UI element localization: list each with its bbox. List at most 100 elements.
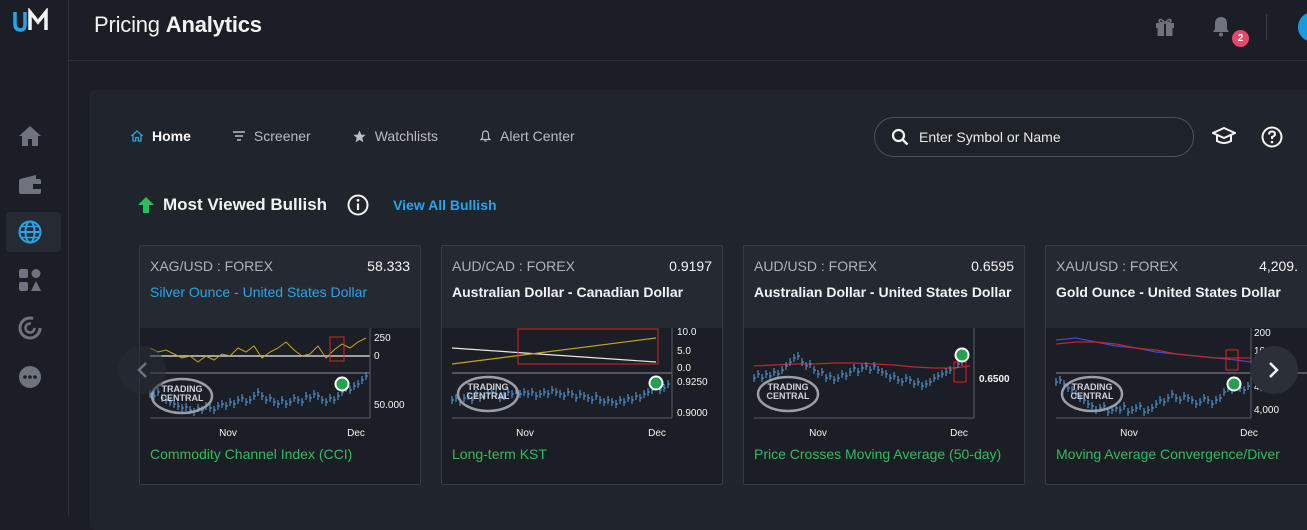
filter-icon bbox=[232, 131, 245, 141]
tab-bar: Home Screener Watchlists Alert Center bbox=[131, 128, 617, 144]
c-logo-icon[interactable] bbox=[14, 312, 46, 344]
card-signal[interactable]: Moving Average Convergence/Diver bbox=[1056, 446, 1280, 462]
signal-box bbox=[517, 328, 659, 365]
carousel-prev-button[interactable] bbox=[118, 346, 166, 394]
tick-label: 50.000 bbox=[374, 400, 405, 411]
search-placeholder: Enter Symbol or Name bbox=[919, 129, 1061, 145]
arrow-up-icon bbox=[138, 197, 154, 213]
tc-logo-text-2: CENTRAL bbox=[161, 393, 204, 403]
tc-logo-text-1: TRADING bbox=[162, 384, 203, 394]
title-light: Pricing bbox=[94, 12, 160, 37]
star-icon bbox=[353, 130, 366, 143]
card-header: XAU/USD : FOREX 4,209. Gold Ounce - Unite… bbox=[1046, 246, 1307, 328]
macd-signal-line bbox=[1055, 341, 1251, 359]
section-header: Most Viewed Bullish View All Bullish bbox=[137, 194, 497, 216]
tick-label: 5.0 bbox=[677, 346, 691, 357]
card-price: 0.9197 bbox=[669, 258, 712, 274]
card-asset-name[interactable]: Gold Ounce - United States Dollar bbox=[1056, 284, 1281, 300]
chevron-right-icon bbox=[1269, 362, 1279, 378]
more-icon[interactable] bbox=[14, 361, 46, 393]
card-asset-name[interactable]: Silver Ounce - United States Dollar bbox=[150, 284, 368, 300]
search-input[interactable]: Enter Symbol or Name bbox=[874, 117, 1194, 157]
signal-box bbox=[953, 361, 967, 383]
signal-box bbox=[1225, 349, 1239, 371]
card-asset-name[interactable]: Australian Dollar - Canadian Dollar bbox=[452, 284, 684, 300]
tc-logo-text-2: CENTRAL bbox=[467, 391, 510, 401]
tick-label: 0.0 bbox=[677, 363, 691, 374]
price-bars bbox=[149, 372, 368, 416]
top-bar: Pricing Analytics 2 bbox=[69, 0, 1307, 61]
tc-logo-ring bbox=[456, 375, 520, 413]
tick-label: 0 bbox=[374, 351, 380, 362]
card-signal[interactable]: Long-term KST bbox=[452, 446, 547, 462]
card-signal[interactable]: Commodity Channel Index (CCI) bbox=[150, 446, 353, 462]
asset-card[interactable]: AUD/CAD : FOREX 0.9197 Australian Dollar … bbox=[441, 245, 723, 485]
kst-signal-line bbox=[451, 337, 657, 365]
card-asset-name[interactable]: Australian Dollar - United States Dollar bbox=[754, 284, 1012, 300]
price-chart: TRADING CENTRAL 0.6500 Nov Dec bbox=[753, 328, 1010, 439]
month-label: Dec bbox=[347, 428, 365, 439]
tc-logo-ring bbox=[150, 377, 214, 415]
avatar[interactable] bbox=[1298, 12, 1307, 42]
wallet-icon[interactable] bbox=[14, 169, 46, 201]
month-label: Dec bbox=[648, 428, 666, 439]
chevron-left-icon bbox=[137, 362, 147, 378]
logo-icon[interactable] bbox=[12, 8, 56, 34]
sidebar bbox=[0, 0, 69, 516]
help-icon[interactable] bbox=[1261, 126, 1283, 148]
search-icon bbox=[891, 128, 909, 146]
tab-alert-center[interactable]: Alert Center bbox=[480, 128, 575, 144]
carousel-next-button[interactable] bbox=[1250, 346, 1298, 394]
signal-dot bbox=[956, 349, 968, 361]
title-bold: Analytics bbox=[165, 12, 262, 37]
tick-label: 250 bbox=[374, 333, 391, 344]
tab-alert-center-label: Alert Center bbox=[500, 128, 575, 144]
card-symbol: AUD/CAD : FOREX bbox=[452, 258, 575, 274]
info-icon[interactable] bbox=[347, 194, 369, 216]
asset-card[interactable]: XAG/USD : FOREX 58.333 Silver Ounce - Uni… bbox=[139, 245, 421, 485]
section-title: Most Viewed Bullish bbox=[163, 195, 328, 214]
card-symbol: XAU/USD : FOREX bbox=[1056, 258, 1179, 274]
price-chart: TRADING CENTRAL 10.0 5.0 0.0 0.9250 0.90… bbox=[451, 328, 708, 439]
macd-line bbox=[1055, 337, 1252, 363]
globe-icon[interactable] bbox=[14, 216, 46, 248]
tick-label: 0.9000 bbox=[677, 408, 708, 419]
card-symbol: AUD/USD : FOREX bbox=[754, 258, 877, 274]
card-header: AUD/CAD : FOREX 0.9197 Australian Dollar … bbox=[442, 246, 722, 328]
tick-label: 0.9250 bbox=[677, 377, 708, 388]
signal-box bbox=[329, 336, 345, 362]
kst-line bbox=[451, 347, 657, 363]
alert-bell-icon bbox=[480, 130, 491, 142]
month-label: Dec bbox=[950, 428, 968, 439]
asset-card[interactable]: XAU/USD : FOREX 4,209. Gold Ounce - Unite… bbox=[1045, 245, 1307, 485]
tab-screener[interactable]: Screener bbox=[232, 128, 311, 144]
home-small-icon bbox=[131, 130, 143, 142]
tc-logo-text-1: TRADING bbox=[768, 382, 809, 392]
month-label: Nov bbox=[809, 428, 827, 439]
price-bars bbox=[1055, 376, 1250, 416]
tc-logo-ring bbox=[1060, 375, 1124, 413]
tab-watchlists[interactable]: Watchlists bbox=[353, 128, 438, 144]
signal-dot bbox=[650, 377, 662, 389]
gift-icon[interactable] bbox=[1154, 16, 1176, 38]
card-price: 4,209. bbox=[1259, 258, 1298, 274]
view-all-bullish-link[interactable]: View All Bullish bbox=[393, 197, 497, 213]
apps-icon[interactable] bbox=[14, 264, 46, 296]
asset-card[interactable]: AUD/USD : FOREX 0.6595 Australian Dollar … bbox=[743, 245, 1025, 485]
divider bbox=[1266, 14, 1267, 40]
tab-home[interactable]: Home bbox=[131, 128, 191, 144]
tick-label: 0.6500 bbox=[979, 374, 1010, 385]
card-symbol: XAG/USD : FOREX bbox=[150, 258, 273, 274]
card-signal[interactable]: Price Crosses Moving Average (50-day) bbox=[754, 446, 1002, 462]
price-chart: TRADING CENTRAL 250 0 50.000 Nov Dec bbox=[149, 328, 405, 439]
tc-logo-text-2: CENTRAL bbox=[767, 391, 810, 401]
tick-label: 4,000 bbox=[1254, 405, 1279, 416]
month-label: Dec bbox=[1240, 428, 1258, 439]
bell-icon[interactable] bbox=[1211, 15, 1231, 37]
tc-logo-ring bbox=[756, 375, 820, 413]
page-title: Pricing Analytics bbox=[94, 12, 262, 38]
tab-watchlists-label: Watchlists bbox=[374, 128, 438, 144]
graduation-cap-icon[interactable] bbox=[1212, 126, 1236, 146]
cci-line bbox=[149, 337, 367, 363]
home-icon[interactable] bbox=[14, 120, 46, 152]
